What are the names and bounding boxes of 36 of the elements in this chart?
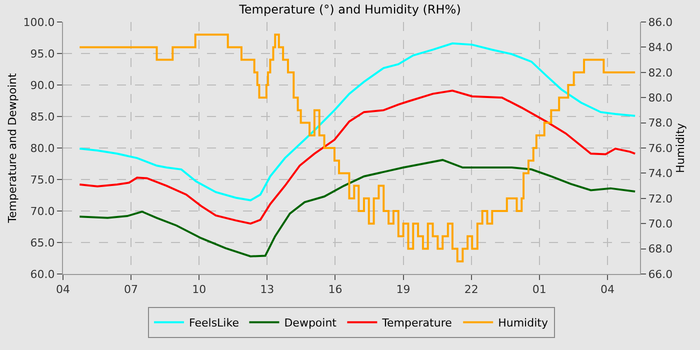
y2-tick-label: 80.0 (648, 91, 673, 104)
y2-tick-label: 78.0 (648, 116, 673, 130)
legend-label: Humidity (498, 316, 548, 330)
y2-tick-label: 82.0 (648, 66, 673, 80)
y2-tick-label: 70.0 (648, 217, 673, 230)
y-tick-label: 60.0 (30, 268, 55, 281)
y-tick-label: 70.0 (30, 204, 55, 218)
y2-tick-label: 66.0 (648, 268, 673, 281)
x-tick-label: 16 (328, 283, 342, 296)
x-tick-label: 19 (396, 283, 410, 296)
x-tick-label: 22 (464, 283, 478, 296)
y-tick-label: 100.0 (23, 16, 55, 29)
legend-label: Temperature (381, 316, 452, 330)
y2-tick-label: 72.0 (648, 192, 673, 206)
y2-tick-label: 74.0 (648, 167, 673, 180)
x-tick-label: 04 (600, 283, 614, 296)
x-tick-label: 07 (124, 283, 138, 296)
y-tick-label: 95.0 (30, 47, 55, 60)
x-tick-label: 04 (56, 283, 70, 296)
y-tick-label: 65.0 (30, 236, 55, 250)
y-tick-label: 90.0 (30, 78, 55, 92)
y2-tick-label: 68.0 (648, 242, 673, 256)
legend-label: FeelsLike (189, 316, 240, 330)
y2-tick-label: 84.0 (648, 41, 673, 54)
y2-axis-title: Humidity (674, 122, 687, 173)
legend-label: Dewpoint (284, 316, 338, 330)
y-tick-label: 80.0 (30, 142, 55, 155)
y2-tick-label: 76.0 (648, 142, 673, 155)
y-tick-label: 75.0 (30, 173, 55, 186)
x-tick-label: 10 (192, 283, 206, 296)
y2-tick-label: 86.0 (648, 16, 673, 29)
chart-title: Temperature (°) and Humidity (RH%) (238, 2, 461, 17)
y-tick-label: 85.0 (30, 110, 55, 124)
y-axis-title: Temperature and Dewpoint (6, 72, 19, 224)
x-tick-label: 13 (260, 283, 274, 296)
x-tick-label: 01 (532, 283, 546, 296)
